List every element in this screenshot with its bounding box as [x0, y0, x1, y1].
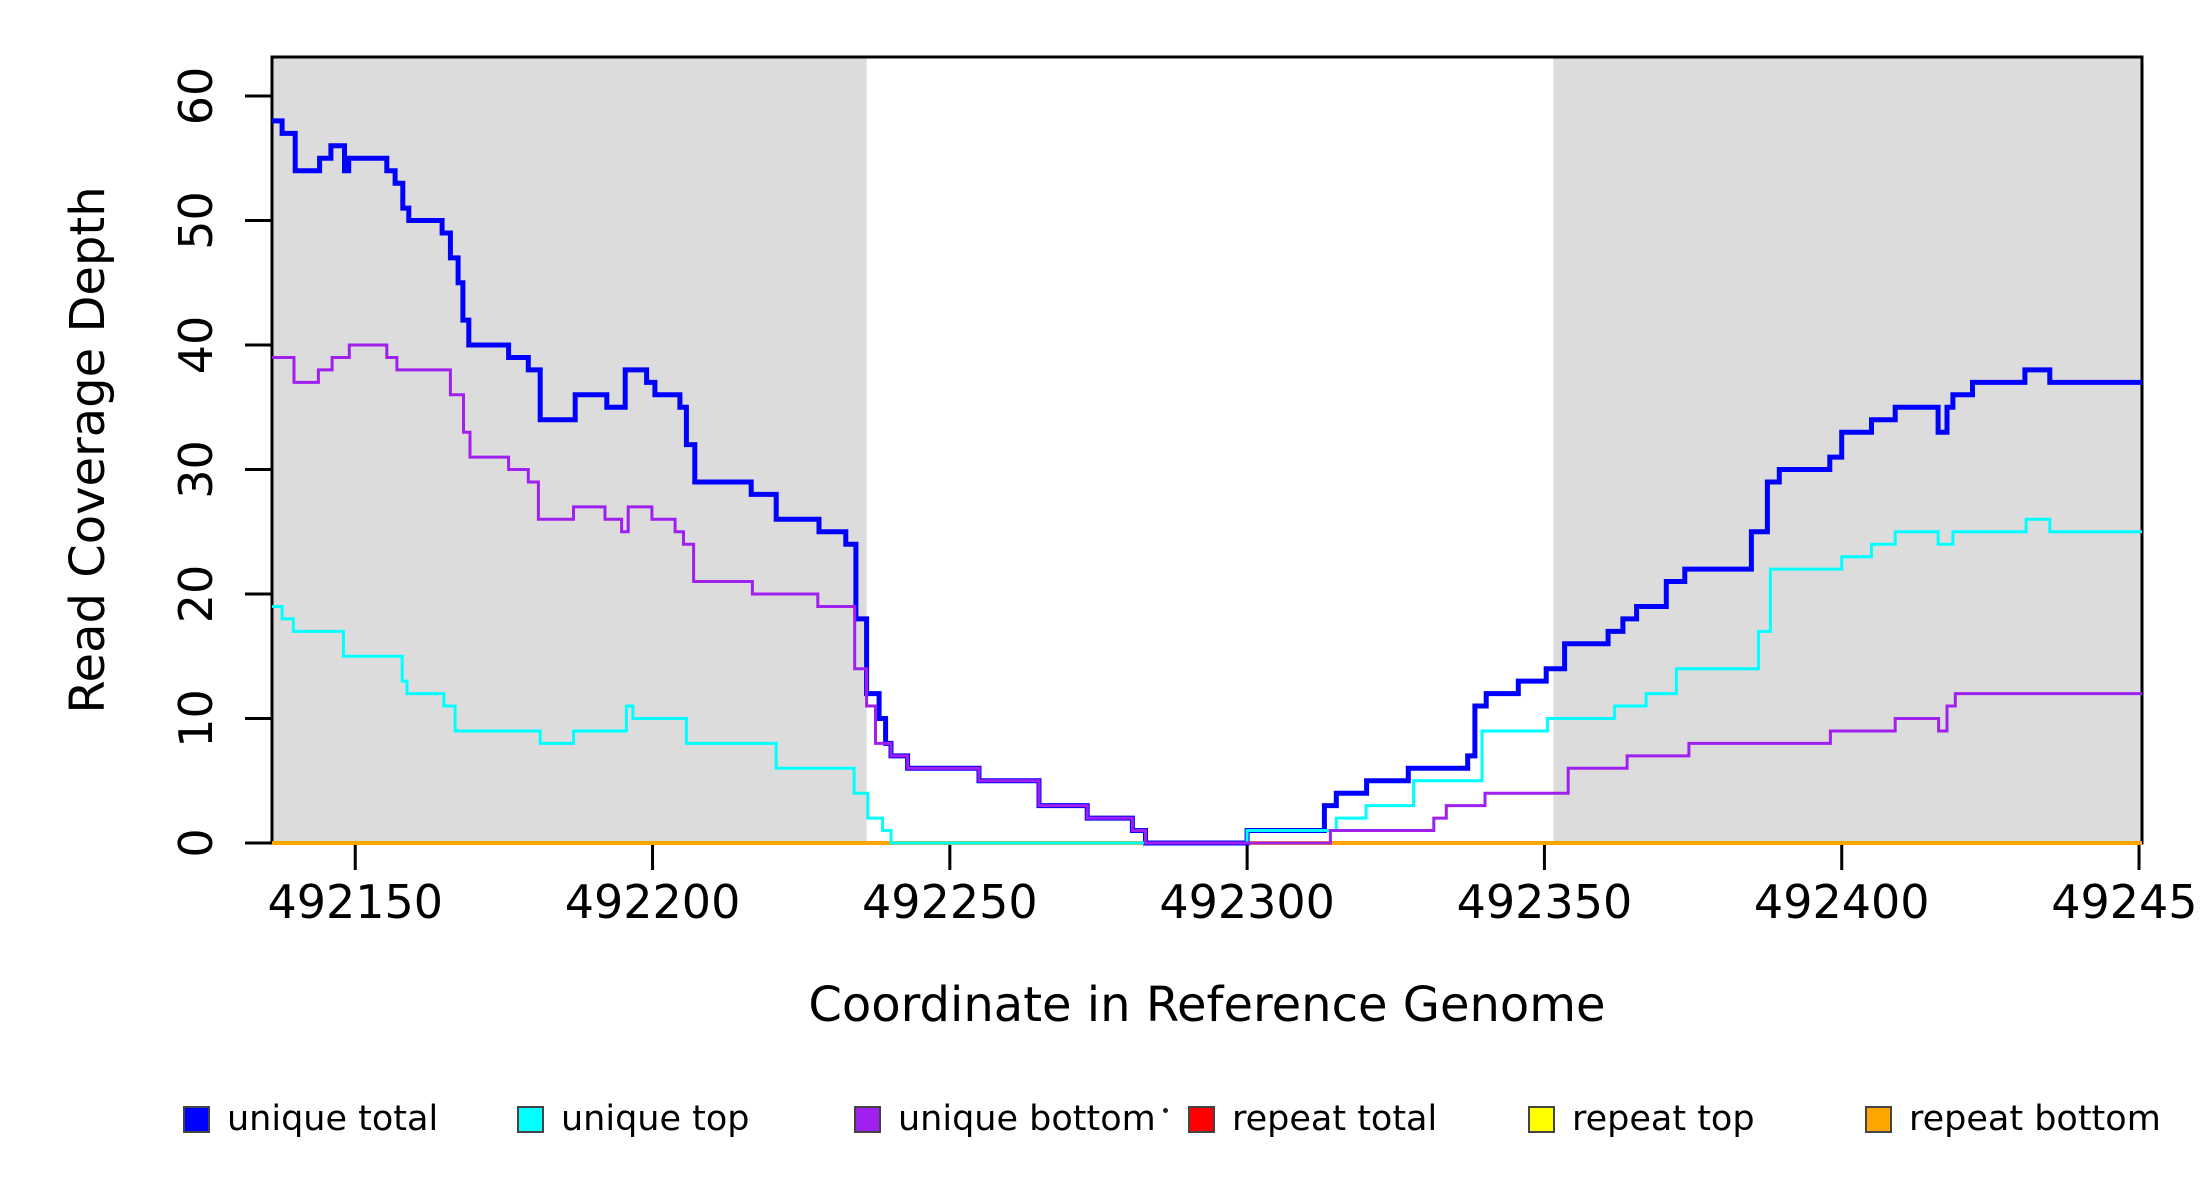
repeat-top-swatch — [1528, 1105, 1555, 1133]
legend: unique total unique top unique bottom repea… — [0, 1096, 2200, 1142]
legend-item-repeat-bottom: repeat bottom — [1865, 1096, 2161, 1142]
legend-item-repeat-total: repeat total — [1188, 1096, 1437, 1142]
stray-dot-mark — [1163, 1108, 1168, 1113]
legend-label: repeat top — [1572, 1099, 1755, 1139]
legend-label: repeat bottom — [1909, 1099, 2161, 1139]
series-unique-top — [272, 517, 2142, 845]
x-tick-label: 492250 — [862, 875, 1038, 929]
y-tick-label: 60 — [169, 67, 223, 126]
x-tick-label: 492300 — [1159, 875, 1335, 929]
legend-item-unique-bottom: unique bottom — [854, 1096, 1156, 1142]
y-tick-label: 40 — [169, 316, 223, 375]
x-tick-label: 492150 — [267, 875, 443, 929]
repeat-bottom-swatch — [1865, 1105, 1892, 1133]
unique-total-swatch — [183, 1105, 210, 1133]
shaded-region — [272, 57, 867, 843]
x-tick-label: 492200 — [565, 875, 741, 929]
x-tick-label: 492400 — [1754, 875, 1930, 929]
shaded-region — [1553, 57, 2142, 843]
legend-label: repeat total — [1232, 1099, 1438, 1139]
y-tick-label: 20 — [169, 565, 223, 624]
x-tick-label: 492350 — [1457, 875, 1633, 929]
series-unique-bottom — [272, 343, 2142, 845]
x-axis-title: Coordinate in Reference Genome — [808, 977, 1606, 1033]
y-axis-title: Read Coverage Depth — [60, 186, 116, 714]
y-tick-label: 30 — [169, 440, 223, 499]
repeat-total-swatch — [1188, 1105, 1215, 1133]
legend-item-unique-top: unique top — [517, 1096, 750, 1142]
legend-label: unique total — [227, 1099, 439, 1139]
legend-label: unique top — [561, 1099, 750, 1139]
y-tick-label: 0 — [169, 828, 223, 857]
legend-item-repeat-top: repeat top — [1528, 1096, 1755, 1142]
unique-top-swatch — [517, 1105, 544, 1133]
y-tick-label: 10 — [169, 689, 223, 748]
legend-label: unique bottom — [898, 1099, 1156, 1139]
legend-item-unique-total: unique total — [183, 1096, 438, 1142]
y-tick-label: 50 — [169, 191, 223, 250]
unique-bottom-swatch — [854, 1105, 881, 1133]
